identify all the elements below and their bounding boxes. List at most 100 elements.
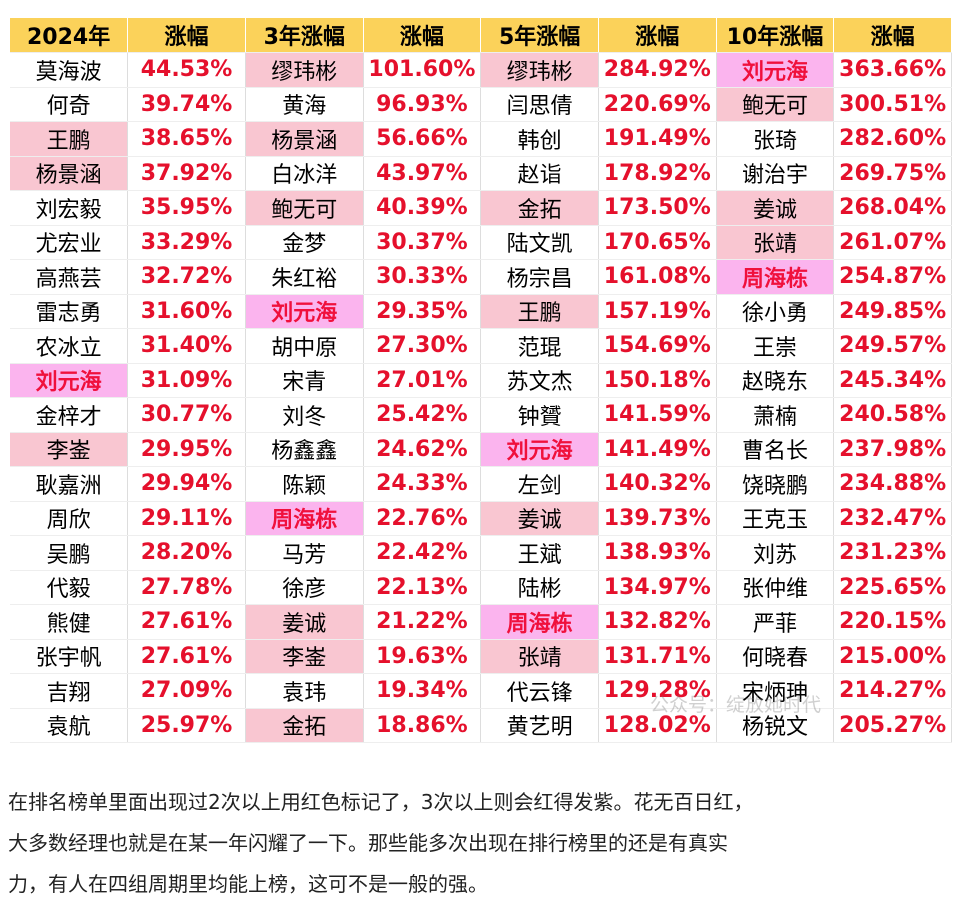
name-cell: 胡中原 [245, 328, 364, 364]
paragraph: 在排名榜单里面出现过2次以上用红色标记了，3次以上则会红得发紫。花无百日红， 大多… [8, 782, 958, 905]
table-row: 王鹏 38.65% 杨景涵 56.66% 韩创 191.49% 张琦 282.60% [10, 121, 952, 157]
gain-cell: 29.94% [127, 466, 246, 502]
gain-cell: 225.65% [833, 570, 952, 605]
name-cell: 宋炳珅 [716, 673, 835, 709]
text-line: 力，有人在四组周期里均能上榜，这可不是一般的强。 [8, 872, 488, 896]
name-cell: 刘元海 [10, 363, 129, 398]
name-cell: 陆彬 [480, 570, 599, 605]
gain-cell: 30.33% [363, 259, 482, 295]
name-cell: 高燕芸 [10, 259, 129, 295]
gain-cell: 269.75% [833, 156, 952, 191]
name-cell: 金梦 [245, 225, 364, 260]
gain-cell: 40.39% [363, 190, 482, 226]
name-cell: 姜诚 [245, 604, 364, 640]
name-cell: 张仲维 [716, 570, 835, 605]
gain-cell: 141.59% [598, 397, 717, 433]
ranking-table: 2024年 涨幅 3年涨幅 涨幅 5年涨幅 涨幅 10年涨幅 涨幅 莫海波 44.53% 缪玮彬 10… [10, 18, 952, 743]
name-cell: 杨锐文 [716, 708, 835, 743]
gain-cell: 141.49% [598, 432, 717, 467]
name-cell: 闫思倩 [480, 87, 599, 122]
header-cell: 5年涨幅 [480, 18, 599, 53]
gain-cell: 27.01% [363, 363, 482, 398]
name-cell: 周海栋 [716, 259, 835, 295]
name-cell: 何晓春 [716, 639, 835, 674]
gain-cell: 27.30% [363, 328, 482, 364]
gain-cell: 35.95% [127, 190, 246, 226]
gain-cell: 29.95% [127, 432, 246, 467]
name-cell: 刘元海 [716, 52, 835, 88]
name-cell: 宋青 [245, 363, 364, 398]
table-row: 吴鹏 28.20% 马芳 22.42% 王斌 138.93% 刘苏 231.23% [10, 535, 952, 571]
name-cell: 金拓 [480, 190, 599, 226]
gain-cell: 284.92% [598, 52, 717, 88]
name-cell: 朱红裕 [245, 259, 364, 295]
table-row: 雷志勇 31.60% 刘元海 29.35% 王鹏 157.19% 徐小勇 249.85% [10, 294, 952, 329]
gain-cell: 170.65% [598, 225, 717, 260]
name-cell: 赵晓东 [716, 363, 835, 398]
name-cell: 袁玮 [245, 673, 364, 709]
name-cell: 周海栋 [245, 501, 364, 536]
gain-cell: 157.19% [598, 294, 717, 329]
name-cell: 耿嘉洲 [10, 466, 129, 502]
table-row: 尤宏业 33.29% 金梦 30.37% 陆文凯 170.65% 张靖 261.07% [10, 225, 952, 260]
table-row: 周欣 29.11% 周海栋 22.76% 姜诚 139.73% 王克玉 232.47% [10, 501, 952, 536]
table-row: 高燕芸 32.72% 朱红裕 30.33% 杨宗昌 161.08% 周海栋 254.87% [10, 259, 952, 295]
gain-cell: 27.61% [127, 604, 246, 640]
name-cell: 姜诚 [716, 190, 835, 226]
gain-cell: 178.92% [598, 156, 717, 191]
name-cell: 马芳 [245, 535, 364, 571]
gain-cell: 39.74% [127, 87, 246, 122]
table-row: 张宇帆 27.61% 李崟 19.63% 张靖 131.71% 何晓春 215.00% [10, 639, 952, 674]
gain-cell: 231.23% [833, 535, 952, 571]
gain-cell: 22.76% [363, 501, 482, 536]
text-line: 大多数经理也就是在某一年闪耀了一下。那些能多次出现在排行榜里的还是有真实 [8, 831, 728, 855]
gain-cell: 214.27% [833, 673, 952, 709]
gain-cell: 173.50% [598, 190, 717, 226]
name-cell: 王斌 [480, 535, 599, 571]
name-cell: 雷志勇 [10, 294, 129, 329]
gain-cell: 237.98% [833, 432, 952, 467]
gain-cell: 300.51% [833, 87, 952, 122]
name-cell: 代云锋 [480, 673, 599, 709]
name-cell: 张靖 [480, 639, 599, 674]
name-cell: 黄海 [245, 87, 364, 122]
table-row: 吉翔 27.09% 袁玮 19.34% 代云锋 129.28% 宋炳珅 214.27% [10, 673, 952, 709]
name-cell: 周欣 [10, 501, 129, 536]
gain-cell: 128.02% [598, 708, 717, 743]
name-cell: 何奇 [10, 87, 129, 122]
name-cell: 苏文杰 [480, 363, 599, 398]
gain-cell: 29.35% [363, 294, 482, 329]
gain-cell: 249.85% [833, 294, 952, 329]
gain-cell: 101.60% [363, 52, 482, 88]
table-row: 袁航 25.97% 金拓 18.86% 黄艺明 128.02% 杨锐文 205.27% [10, 708, 952, 743]
name-cell: 金拓 [245, 708, 364, 743]
gain-cell: 249.57% [833, 328, 952, 364]
name-cell: 严菲 [716, 604, 835, 640]
table-row: 农冰立 31.40% 胡中原 27.30% 范琨 154.69% 王崇 249.57% [10, 328, 952, 364]
gain-cell: 245.34% [833, 363, 952, 398]
gain-cell: 31.40% [127, 328, 246, 364]
header-cell: 涨幅 [598, 18, 717, 53]
gain-cell: 140.32% [598, 466, 717, 502]
gain-cell: 240.58% [833, 397, 952, 433]
header-cell: 涨幅 [363, 18, 482, 53]
name-cell: 曹名长 [716, 432, 835, 467]
gain-cell: 27.78% [127, 570, 246, 605]
gain-cell: 205.27% [833, 708, 952, 743]
text-line: 在排名榜单里面出现过2次以上用红色标记了，3次以上则会红得发紫。花无百日红， [8, 790, 754, 814]
gain-cell: 22.13% [363, 570, 482, 605]
name-cell: 刘宏毅 [10, 190, 129, 226]
gain-cell: 139.73% [598, 501, 717, 536]
table-row: 李崟 29.95% 杨鑫鑫 24.62% 刘元海 141.49% 曹名长 237.98% [10, 432, 952, 467]
header-cell: 3年涨幅 [245, 18, 364, 53]
gain-cell: 234.88% [833, 466, 952, 502]
gain-cell: 220.69% [598, 87, 717, 122]
gain-cell: 150.18% [598, 363, 717, 398]
gain-cell: 24.33% [363, 466, 482, 502]
gain-cell: 134.97% [598, 570, 717, 605]
gain-cell: 282.60% [833, 121, 952, 157]
name-cell: 刘元海 [245, 294, 364, 329]
gain-cell: 129.28% [598, 673, 717, 709]
name-cell: 周海栋 [480, 604, 599, 640]
name-cell: 代毅 [10, 570, 129, 605]
